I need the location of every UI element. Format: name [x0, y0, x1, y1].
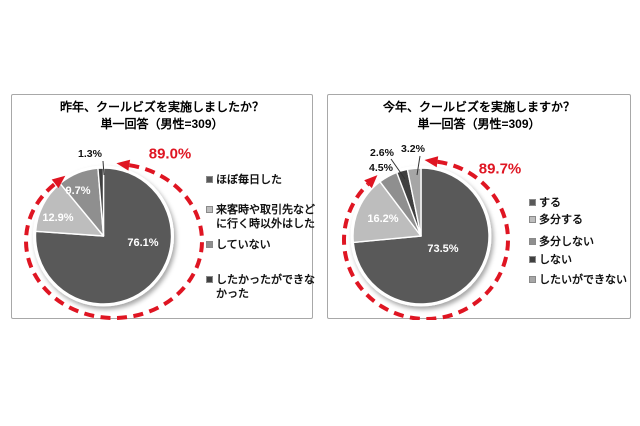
slice-value-label-1: 12.9%: [42, 212, 73, 224]
callout-leader-line-3: [102, 160, 105, 176]
slice-value-label-2: 9.7%: [65, 185, 90, 197]
highlight-arrow-icon-top: [116, 159, 131, 171]
slice-value-label-2: 4.5%: [369, 162, 394, 174]
highlight-dashed-arc: [24, 163, 204, 320]
highlight-dashed-arc: [342, 159, 510, 320]
slice-value-label-0: 73.5%: [427, 243, 458, 255]
chart-title-line1: 今年、クールビズを実施しますか？: [382, 100, 575, 114]
slice-value-label-0: 76.1%: [127, 237, 158, 249]
slice-value-label-3: 2.6%: [370, 147, 395, 159]
slice-value-label-4: 3.2%: [401, 143, 426, 155]
pie-slice-1: [352, 181, 422, 244]
chart-panel-last-year: 昨年、クールビズを実施しましたか？ 単一回答（男性=309） 76.1% 12.9…: [11, 94, 315, 320]
highlight-arrow-icon-left: [51, 175, 66, 189]
chart-title-line2: 単一回答（男性=309）: [100, 117, 224, 131]
chart-panel-this-year: 今年、クールビズを実施しますか？ 単一回答（男性=309） 73.5% 16.2%…: [327, 94, 631, 320]
highlight-arrow-icon-left: [364, 175, 378, 189]
highlight-percentage: 89.7%: [478, 160, 522, 178]
callout-leader-line-4: [416, 155, 421, 176]
chart-title: 今年、クールビズを実施しますか？ 単一回答（男性=309）: [328, 99, 630, 133]
slice-value-label-1: 16.2%: [367, 213, 398, 225]
pie-chart-last-year: 76.1% 12.9% 9.7% 1.3%: [24, 148, 204, 320]
chart-title: 昨年、クールビズを実施しましたか？ 単一回答（男性=309）: [12, 99, 312, 133]
chart-title-line1: 昨年、クールビズを実施しましたか？: [59, 100, 264, 114]
highlight-arrow-icon-top: [424, 156, 439, 168]
chart-title-line2: 単一回答（男性=309）: [417, 117, 541, 131]
pie-chart-this-year: 73.5% 16.2% 4.5% 2.6% 3.2%: [342, 143, 510, 320]
callout-leader-line-3: [390, 158, 406, 180]
pie-slice-4: [406, 167, 422, 237]
slice-value-label-3: 1.3%: [78, 148, 103, 160]
highlight-percentage: 89.0%: [148, 145, 192, 163]
